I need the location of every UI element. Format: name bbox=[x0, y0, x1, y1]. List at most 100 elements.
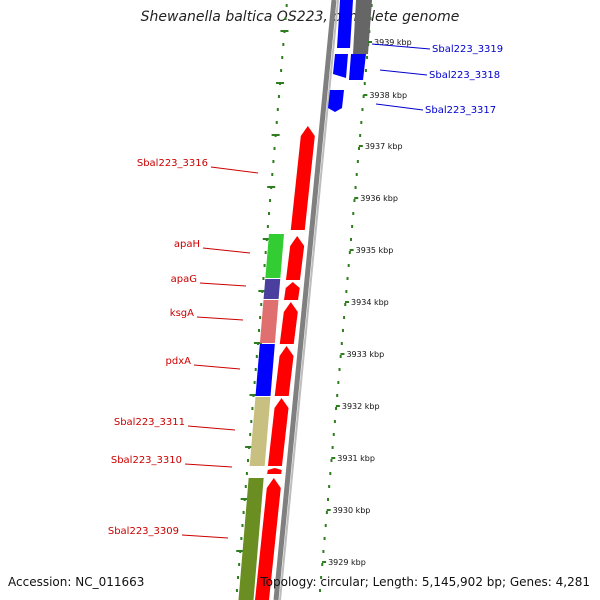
gene-label: pdxA bbox=[166, 356, 192, 367]
gene-sbal223-3311 bbox=[267, 398, 289, 466]
tick-mark bbox=[363, 82, 366, 85]
tick-mark-major bbox=[267, 186, 276, 188]
accession-text: Accession: NC_011663 bbox=[8, 575, 145, 589]
scale-label: 3939 kbp bbox=[374, 38, 412, 47]
tick-mark bbox=[259, 316, 262, 319]
leader-line bbox=[181, 534, 229, 539]
tick-mark bbox=[282, 43, 285, 46]
left-gene-labels: Sbal223_3316 apaH apaG ksgA pdxA Sbal223_3311… bbox=[108, 158, 259, 539]
gene-pdxA bbox=[274, 346, 294, 396]
leader-line bbox=[379, 69, 428, 76]
tick-mark bbox=[333, 420, 336, 423]
tick-mark-major bbox=[249, 394, 258, 396]
genome-backbone bbox=[273, 0, 339, 600]
tick-mark bbox=[242, 511, 245, 514]
tick-mark bbox=[249, 433, 252, 436]
scale-label: 3932 kbp bbox=[342, 402, 380, 411]
tick-mark bbox=[327, 498, 330, 501]
tick-mark bbox=[328, 485, 331, 488]
gene-sbal223-3310 bbox=[267, 468, 282, 474]
gene-label: Sbal223_3318 bbox=[429, 70, 500, 81]
tick-mark bbox=[255, 355, 258, 358]
leader-line bbox=[196, 316, 244, 321]
topology-summary-text: Topology: circular; Length: 5,145,902 bp… bbox=[260, 575, 590, 589]
leader-line bbox=[371, 43, 431, 50]
tick-mark-major bbox=[258, 290, 267, 292]
tick-mark bbox=[318, 589, 321, 592]
tick-mark-major bbox=[240, 498, 249, 500]
tick-mark bbox=[322, 550, 325, 553]
tick-mark bbox=[339, 355, 342, 358]
cog-block-apaH bbox=[265, 234, 284, 278]
tick-mark bbox=[325, 511, 328, 514]
backbone-line bbox=[273, 0, 337, 600]
cog-block-pdxA bbox=[255, 344, 275, 396]
tick-mark bbox=[352, 212, 355, 215]
tick-mark bbox=[359, 134, 362, 137]
tick-mark bbox=[346, 277, 349, 280]
gene-sbal223-3317 bbox=[328, 90, 344, 112]
scale-label: 3935 kbp bbox=[356, 246, 394, 255]
tick-mark bbox=[244, 485, 247, 488]
scale-label: 3934 kbp bbox=[351, 298, 389, 307]
tick-mark bbox=[332, 433, 335, 436]
tick-mark bbox=[362, 95, 365, 98]
tick-mark bbox=[241, 524, 244, 527]
gene-label: ksgA bbox=[170, 308, 194, 319]
tick-mark bbox=[341, 329, 344, 332]
tick-mark bbox=[277, 95, 280, 98]
tick-mark bbox=[281, 56, 284, 59]
tick-mark-major bbox=[253, 342, 262, 344]
gene-apaG bbox=[284, 282, 300, 300]
gene-label: Sbal223_3319 bbox=[432, 44, 503, 55]
leader-line bbox=[202, 247, 251, 254]
leader-line bbox=[375, 103, 424, 111]
tick-mark-major bbox=[280, 30, 289, 32]
gene-label: Sbal223_3309 bbox=[108, 526, 179, 537]
right-gene-labels: Sbal223_3319 Sbal223_3318 Sbal223_3317 bbox=[371, 43, 503, 116]
tick-mark bbox=[324, 524, 327, 527]
gene-label: Sbal223_3317 bbox=[425, 105, 496, 116]
scale-label: 3930 kbp bbox=[333, 506, 371, 515]
tick-mark bbox=[280, 69, 283, 72]
scale-label: 3933 kbp bbox=[346, 350, 384, 359]
tick-mark bbox=[240, 537, 243, 540]
cog-track bbox=[238, 234, 284, 600]
tick-mark bbox=[266, 225, 269, 228]
tick-mark bbox=[237, 576, 240, 579]
tick-mark bbox=[285, 4, 288, 7]
leader-line bbox=[193, 364, 241, 370]
tick-mark bbox=[320, 576, 323, 579]
tick-mark-major bbox=[276, 82, 285, 84]
tick-mark bbox=[348, 251, 351, 254]
tick-mark bbox=[329, 472, 332, 475]
tick-mark bbox=[343, 316, 346, 319]
reverse-genes bbox=[255, 126, 315, 600]
tick-mark bbox=[250, 420, 253, 423]
gene-label: Sbal223_3316 bbox=[137, 158, 208, 169]
tick-mark bbox=[349, 238, 352, 241]
tick-mark bbox=[335, 407, 338, 410]
tick-mark bbox=[337, 381, 340, 384]
tick-mark bbox=[254, 368, 257, 371]
tick-mark-major bbox=[236, 550, 245, 552]
leader-line bbox=[199, 282, 247, 287]
tick-mark bbox=[353, 199, 356, 202]
tick-mark bbox=[271, 173, 274, 176]
tick-mark bbox=[323, 537, 326, 540]
scale-label: 3936 kbp bbox=[360, 194, 398, 203]
tick-mark bbox=[331, 446, 334, 449]
tick-mark bbox=[275, 121, 278, 124]
genome-title: Shewanella baltica OS223, complete genom… bbox=[140, 9, 460, 25]
tick-mark bbox=[330, 459, 333, 462]
gene-label: Sbal223_3311 bbox=[114, 417, 185, 428]
tick-mark bbox=[235, 589, 238, 592]
tick-mark bbox=[345, 290, 348, 293]
tick-mark bbox=[366, 56, 369, 59]
tick-mark bbox=[347, 264, 350, 267]
tick-mark bbox=[336, 394, 339, 397]
tick-mark bbox=[370, 4, 373, 7]
tick-mark bbox=[245, 472, 248, 475]
forward-genes bbox=[328, 0, 372, 112]
backbone-edge bbox=[279, 0, 339, 600]
